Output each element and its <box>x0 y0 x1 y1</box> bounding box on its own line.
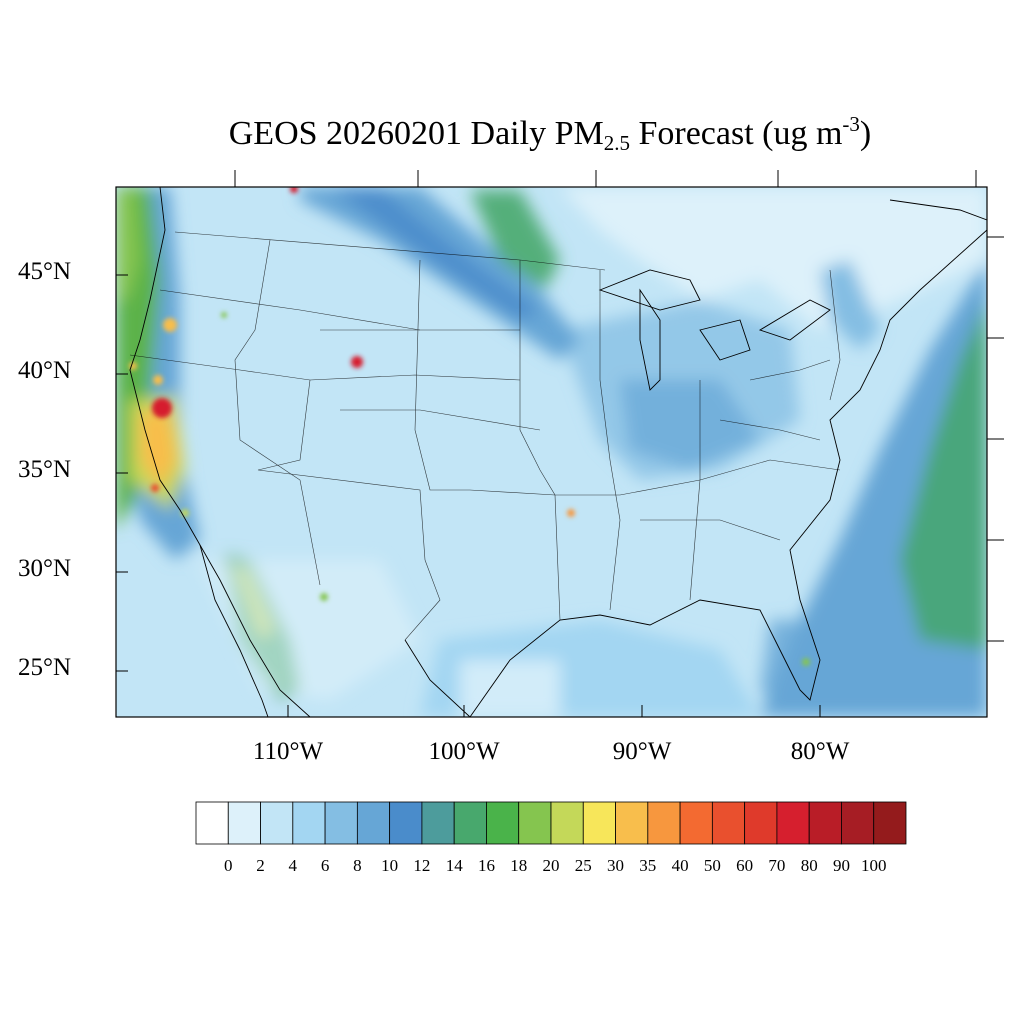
colorbar-tick-label: 14 <box>445 856 463 875</box>
colorbar-tick-label: 10 <box>381 856 399 875</box>
colorbar-tick-label: 70 <box>768 856 786 875</box>
lon-label-100w: 100°W <box>428 738 500 765</box>
lat-label-40: 40°N <box>18 357 72 384</box>
colorbar-swatch <box>711 801 746 845</box>
lon-label-110w: 110°W <box>252 738 324 765</box>
colorbar-tick-label: 60 <box>736 856 754 875</box>
colorbar-swatch <box>292 801 326 845</box>
colorbar-tick-label: 25 <box>574 856 592 875</box>
colorbar-swatch <box>195 801 229 845</box>
colorbar-swatch <box>486 801 520 845</box>
coastlines <box>129 187 987 717</box>
colorbar-swatch <box>647 801 681 845</box>
colorbar-swatch <box>615 801 649 845</box>
colorbar-swatch <box>744 801 778 845</box>
colorbar-tick-label: 2 <box>256 856 265 875</box>
map-title: GEOS 20260201 Daily PM2.5 Forecast (ug m… <box>0 112 1024 156</box>
colorbar-tick-label: 6 <box>320 856 330 875</box>
colorbar-tick-label: 90 <box>833 856 850 875</box>
lon-label-80w: 80°W <box>790 738 850 765</box>
pm25-field <box>116 187 987 717</box>
colorbar-tick-label: 0 <box>224 856 233 875</box>
colorbar-swatch <box>324 801 358 845</box>
state-borders <box>129 231 841 641</box>
title-subscript: 2.5 <box>603 131 630 155</box>
colorbar-tick-label: 30 <box>607 856 624 875</box>
lat-label-35: 35°N <box>18 456 72 483</box>
colorbar-swatch <box>776 801 810 845</box>
graticule-ticks <box>116 170 1004 717</box>
colorbar-tick-label: 100 <box>860 856 887 875</box>
plot-frame <box>115 186 988 718</box>
colorbar-tick-label: 4 <box>288 856 298 875</box>
colorbar-tick-label: 40 <box>671 856 689 875</box>
colorbar-swatch <box>389 801 423 845</box>
colorbar-swatch <box>260 801 294 845</box>
colorbar <box>195 801 907 845</box>
lat-label-30: 30°N <box>18 555 72 582</box>
colorbar-tick-label: 8 <box>353 856 362 875</box>
colorbar-swatch <box>356 801 391 845</box>
colorbar-swatch <box>808 801 842 845</box>
colorbar-swatch <box>453 801 487 845</box>
lat-label-25: 25°N <box>18 654 72 681</box>
colorbar-swatch <box>679 801 713 845</box>
lat-label-45: 45°N <box>18 258 72 285</box>
colorbar-swatch <box>518 801 552 845</box>
colorbar-tick-label: 20 <box>542 856 560 875</box>
colorbar-swatch <box>227 801 261 845</box>
colorbar-tick-label: 80 <box>800 856 818 875</box>
colorbar-tick-label: 12 <box>413 856 431 875</box>
colorbar-tick-label: 18 <box>510 856 528 875</box>
colorbar-swatch <box>841 801 875 845</box>
title-superscript: -3 <box>842 112 860 136</box>
colorbar-tick-label: 35 <box>639 856 657 875</box>
hotspots <box>129 187 810 666</box>
title-prefix: GEOS 20260201 Daily PM <box>228 115 604 152</box>
colorbar-swatch <box>582 801 616 845</box>
colorbar-swatch <box>550 801 584 845</box>
title-suffix: ) <box>859 115 872 152</box>
colorbar-swatch <box>421 801 455 845</box>
colorbar-tick-label: 16 <box>478 856 495 875</box>
colorbar-swatch <box>873 801 907 845</box>
lon-label-90w: 90°W <box>612 738 672 765</box>
colorbar-tick-label: 50 <box>703 856 721 875</box>
title-middle: Forecast (ug m <box>629 115 843 152</box>
